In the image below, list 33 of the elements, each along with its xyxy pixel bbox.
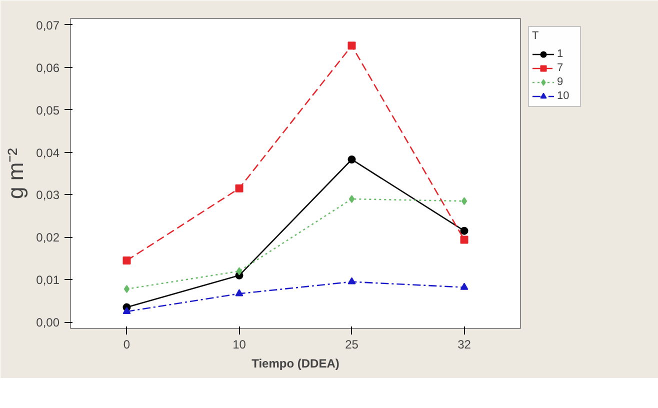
- point: [235, 289, 244, 296]
- point: [461, 197, 468, 206]
- y-tick-label: 0,00: [36, 316, 60, 330]
- legend-label: 10: [557, 89, 570, 103]
- point: [122, 306, 131, 314]
- y-tick-label: 0,06: [36, 60, 60, 75]
- point: [460, 282, 468, 290]
- y-axis-title: g m⁻²: [3, 148, 28, 199]
- point: [348, 42, 356, 50]
- point: [348, 194, 355, 203]
- y-tick-label: 0,03: [36, 188, 60, 202]
- point: [348, 277, 356, 284]
- legend-label: 1: [557, 47, 564, 61]
- point: [235, 184, 244, 192]
- y-tick-label: 0,05: [36, 103, 60, 118]
- point: [348, 155, 356, 164]
- y-tick-label: 0,02: [36, 230, 60, 245]
- x-tick-label: 25: [345, 338, 359, 352]
- x-axis-title: Tiempo (DDEA): [252, 356, 340, 370]
- y-tick-label: 0,01: [36, 273, 60, 288]
- y-tick-label: 0,07: [36, 18, 60, 32]
- point: [460, 226, 468, 235]
- point: [236, 267, 242, 276]
- x-tick-label: 10: [232, 338, 246, 352]
- legend-label: 9: [557, 75, 564, 89]
- point: [460, 236, 468, 244]
- legend-title: T: [532, 30, 540, 42]
- point: [124, 285, 130, 294]
- x-tick-label: 0: [123, 338, 130, 352]
- y-tick-label: 0,04: [36, 146, 60, 160]
- legend-label: 7: [557, 61, 564, 75]
- point: [122, 256, 131, 265]
- x-tick-label: 32: [458, 338, 472, 352]
